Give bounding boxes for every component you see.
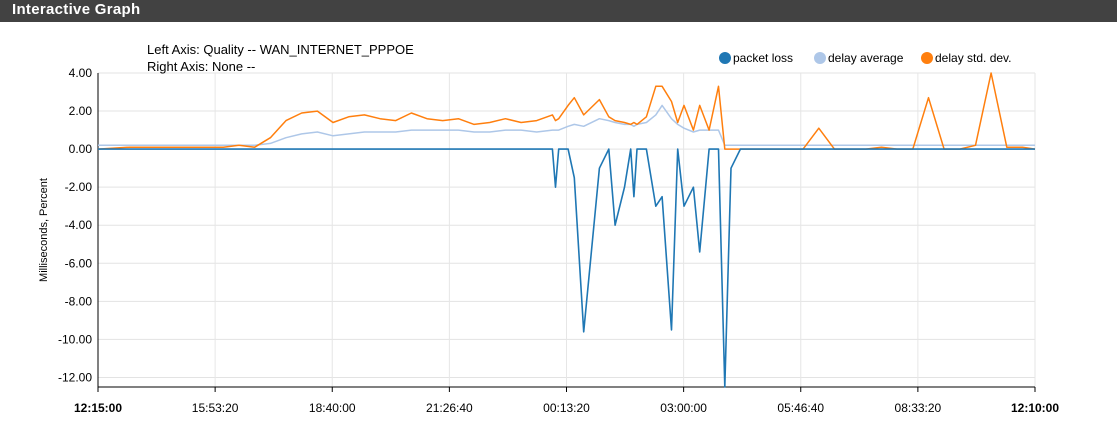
x-tick-label: 12:10:00	[1011, 401, 1059, 415]
x-tick-label: 03:00:00	[660, 401, 707, 415]
grid	[97, 72, 1036, 387]
legend-swatch-delay-average	[814, 52, 826, 64]
x-tick-label: 05:46:40	[777, 401, 824, 415]
y-tick-label: -12.00	[58, 370, 92, 384]
left-axis-label: Left Axis: Quality -- WAN_INTERNET_PPPOE	[147, 42, 414, 57]
y-tick-label: 2.00	[69, 104, 93, 118]
panel-header: Interactive Graph	[0, 0, 1117, 22]
x-tick-label: 12:15:00	[74, 401, 122, 415]
y-tick-label: -4.00	[65, 218, 93, 232]
legend-label-packet-loss: packet loss	[733, 51, 793, 65]
x-tick-label: 00:13:20	[543, 401, 590, 415]
axes: 4.00 2.00 0.00 -2.00 -4.00 -6.00 -8.00 -10.00 -1…	[58, 66, 1059, 415]
y-tick-label: 0.00	[69, 142, 93, 156]
series-line-packet-loss[interactable]	[98, 148, 1035, 388]
y-tick-label: -8.00	[65, 294, 93, 308]
y-tick-label: -2.00	[65, 180, 93, 194]
legend-label-delay-std-dev: delay std. dev.	[935, 51, 1012, 65]
legend-label-delay-average: delay average	[828, 51, 904, 65]
x-tick-label: 08:33:20	[895, 401, 942, 415]
legend-item-packet-loss[interactable]: packet loss	[719, 51, 793, 65]
legend-item-delay-std-dev[interactable]: delay std. dev.	[921, 51, 1012, 65]
y-tick-label: -6.00	[65, 256, 93, 270]
legend-item-delay-average[interactable]: delay average	[814, 51, 904, 65]
y-tick-label: -10.00	[58, 332, 92, 346]
panel-title: Interactive Graph	[12, 1, 141, 18]
legend: packet loss delay average delay std. dev…	[719, 51, 1012, 65]
x-tick-label: 15:53:20	[192, 401, 239, 415]
legend-swatch-delay-std-dev	[921, 52, 933, 64]
x-tick-label: 21:26:40	[426, 401, 473, 415]
x-tick-label: 18:40:00	[309, 401, 356, 415]
y-tick-label: 4.00	[69, 66, 93, 80]
legend-swatch-packet-loss	[719, 52, 731, 64]
y-axis-title: Milliseconds, Percent	[38, 178, 50, 282]
right-axis-label: Right Axis: None --	[147, 59, 255, 74]
series-lines	[97, 72, 1036, 388]
